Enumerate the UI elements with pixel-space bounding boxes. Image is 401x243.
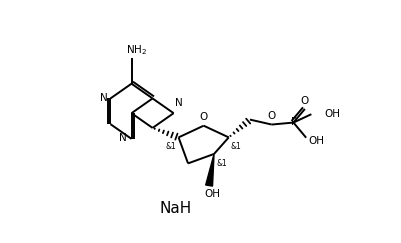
Text: O: O bbox=[267, 111, 275, 121]
Text: NaH: NaH bbox=[159, 201, 191, 217]
Text: NH$_2$: NH$_2$ bbox=[126, 43, 147, 57]
Text: &1: &1 bbox=[165, 142, 176, 151]
Text: N: N bbox=[99, 94, 107, 104]
Text: &1: &1 bbox=[230, 142, 241, 151]
Text: &1: &1 bbox=[215, 159, 226, 168]
Text: P: P bbox=[291, 117, 297, 127]
Polygon shape bbox=[205, 154, 213, 186]
Text: OH: OH bbox=[307, 136, 323, 146]
Text: N: N bbox=[174, 98, 182, 108]
Text: OH: OH bbox=[204, 190, 219, 200]
Text: N: N bbox=[118, 133, 126, 143]
Text: OH: OH bbox=[324, 109, 339, 119]
Text: O: O bbox=[199, 112, 207, 122]
Text: O: O bbox=[300, 96, 308, 106]
